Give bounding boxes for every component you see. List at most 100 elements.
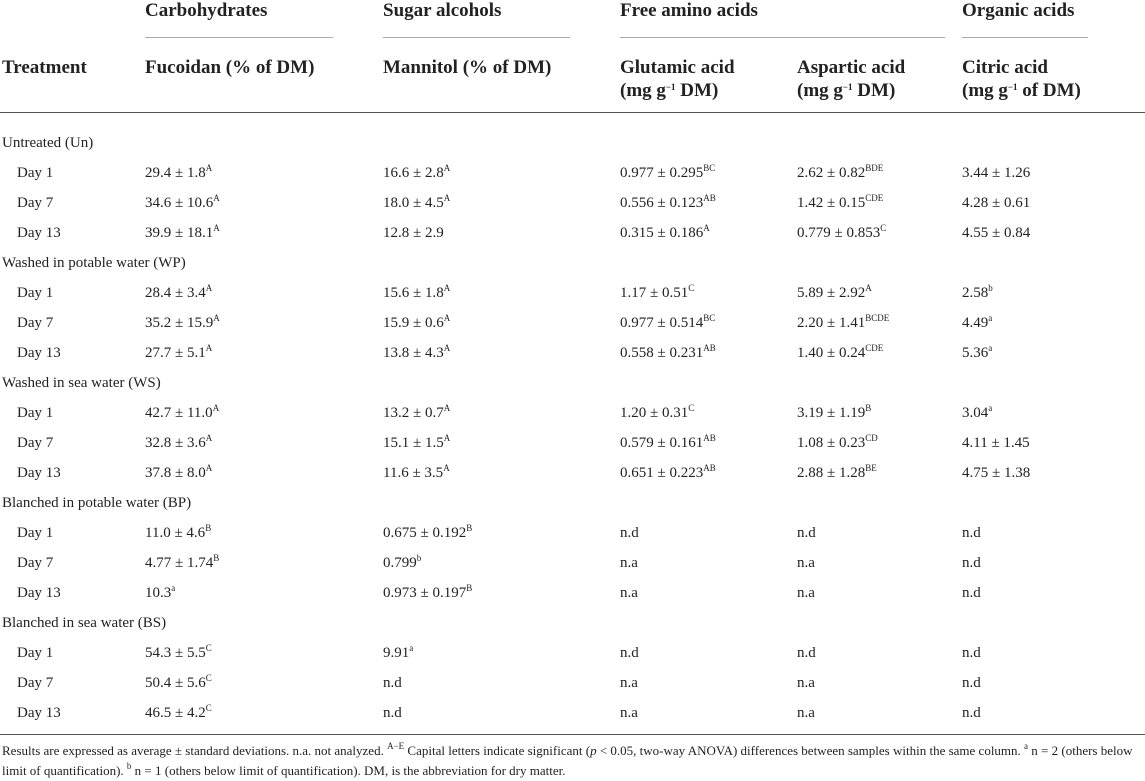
group-header: Organic acids [962, 0, 1075, 21]
row-label: Day 7 [17, 555, 54, 571]
significance-letter: A [213, 313, 220, 323]
significance-letter: a [988, 343, 993, 353]
cell-value: 0.315 ± 0.186 [620, 225, 704, 241]
section-label: Washed in potable water (WP) [2, 255, 186, 271]
cell-value: 46.5 ± 4.2 [145, 705, 206, 721]
text: DM) [675, 80, 719, 101]
cell: 15.6 ± 1.8A [383, 284, 450, 302]
cell-value: 3.04 [962, 405, 989, 421]
cell: 0.556 ± 0.123AB [620, 194, 716, 212]
cell: 15.1 ± 1.5A [383, 434, 450, 452]
significance-letter: A [205, 343, 213, 353]
cell: 46.5 ± 4.2C [145, 704, 212, 722]
cell-value: n.d [797, 525, 816, 541]
cell: 0.977 ± 0.295BC [620, 164, 715, 182]
section-label: Washed in sea water (WS) [2, 375, 161, 391]
header-line: (mg g−1 DM) [797, 79, 905, 102]
cell-value: 0.973 ± 0.197 [383, 585, 467, 601]
cell: n.d [962, 555, 981, 572]
cell: n.d [962, 525, 981, 542]
cell-value: 1.40 ± 0.24 [797, 345, 866, 361]
cell: 1.20 ± 0.31C [620, 404, 694, 422]
cell: 39.9 ± 18.1A [145, 224, 220, 242]
column-header: Glutamic acid (mg g−1 DM) [620, 56, 735, 102]
column-header: Citric acid (mg g−1 of DM) [962, 56, 1081, 102]
cell-value: 29.4 ± 1.8 [145, 165, 206, 181]
row-label: Day 7 [17, 315, 54, 331]
cell-value: 32.8 ± 3.6 [145, 435, 206, 451]
cell: 11.6 ± 3.5A [383, 464, 450, 482]
significance-letter: BE [865, 463, 877, 473]
header-line: Citric acid [962, 56, 1081, 79]
cell: 0.579 ± 0.161AB [620, 433, 716, 452]
cell-value: n.a [797, 675, 815, 691]
significance-letter: A [443, 403, 451, 413]
cell: 18.0 ± 4.5A [383, 194, 450, 212]
significance-letter: A [865, 283, 872, 293]
cell-value: 4.77 ± 1.74 [145, 555, 214, 571]
text: Fucoidan (% of DM) [145, 57, 315, 78]
cell: n.a [620, 675, 638, 692]
cell-value: 4.49 [962, 315, 989, 331]
cell: 13.2 ± 0.7A [383, 403, 451, 422]
row-label: Day 1 [17, 525, 54, 541]
group-header: Carbohydrates [145, 0, 268, 21]
cell: 2.58b [962, 284, 993, 302]
significance-letter: CD [865, 433, 878, 443]
bottom-rule [0, 734, 1145, 735]
significance-letter: C [688, 283, 695, 293]
cell-value: 2.58 [962, 285, 989, 301]
cell-value: 0.977 ± 0.295 [620, 165, 704, 181]
cell: n.d [620, 525, 639, 542]
cell-value: 11.0 ± 4.6 [145, 525, 206, 541]
cell-value: 42.7 ± 11.0 [145, 405, 213, 421]
cell-value: n.a [797, 555, 815, 571]
significance-letter: C [205, 673, 212, 683]
cell-value: n.a [620, 705, 638, 721]
cell-value: n.a [797, 585, 815, 601]
cell-value: 0.651 ± 0.223 [620, 465, 704, 481]
column-header: Mannitol (% of DM) [383, 56, 551, 79]
row-label: Day 7 [17, 435, 54, 451]
column-header: Aspartic acid (mg g−1 DM) [797, 56, 905, 102]
cell-value: n.a [797, 705, 815, 721]
superscript: b [126, 761, 132, 771]
row-label: Day 13 [17, 225, 61, 241]
cell: 1.08 ± 0.23CD [797, 433, 878, 452]
text: (mg g [797, 80, 843, 101]
text: < 0.05, two-way ANOVA) differences betwe… [596, 743, 1025, 758]
header-line: Aspartic acid [797, 56, 905, 79]
significance-letter: AB [703, 433, 716, 443]
significance-letter: A [205, 283, 213, 293]
header-line: Fucoidan (% of DM) [145, 56, 314, 79]
row-label: Day 13 [17, 705, 61, 721]
cell: 0.558 ± 0.231AB [620, 344, 716, 362]
cell: 2.20 ± 1.41BCDE [797, 314, 889, 332]
cell: 2.88 ± 1.28BE [797, 463, 877, 482]
footnote: Results are expressed as average ± stand… [2, 741, 1142, 781]
significance-letter: C [880, 223, 887, 233]
cell-value: 3.44 ± 1.26 [962, 165, 1031, 181]
cell-value: 0.799 [383, 555, 417, 571]
cell: 4.77 ± 1.74B [145, 554, 219, 572]
cell-value: 1.42 ± 0.15 [797, 195, 866, 211]
cell: n.d [962, 585, 981, 602]
cell-value: 2.88 ± 1.28 [797, 465, 866, 481]
cell-value: 4.11 ± 1.45 [962, 435, 1030, 451]
cell-value: 0.556 ± 0.123 [620, 195, 704, 211]
row-label: Day 13 [17, 465, 61, 481]
cell-value: n.d [962, 675, 981, 691]
cell: 35.2 ± 15.9A [145, 313, 220, 332]
cell-value: 1.17 ± 0.51 [620, 285, 689, 301]
cell: 4.75 ± 1.38 [962, 465, 1030, 482]
cell: 0.651 ± 0.223AB [620, 464, 716, 482]
cell: 37.8 ± 8.0A [145, 464, 212, 482]
cell: 0.779 ± 0.853C [797, 223, 887, 242]
significance-letter: C [205, 643, 212, 653]
cell-value: 27.7 ± 5.1 [145, 345, 206, 361]
text: Aspartic acid [797, 57, 906, 78]
cell-value: 5.36 [962, 345, 989, 361]
significance-letter: B [466, 523, 473, 533]
significance-letter: A [205, 163, 213, 173]
